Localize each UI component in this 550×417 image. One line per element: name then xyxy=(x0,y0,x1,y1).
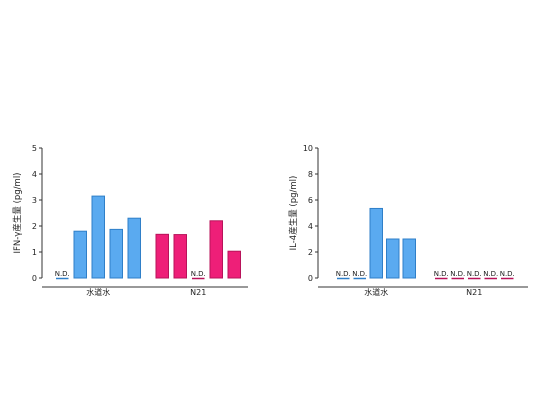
y-tick-label: 4 xyxy=(308,222,313,231)
nd-label: N.D. xyxy=(55,270,70,278)
category-label: 水道水 xyxy=(86,287,110,297)
bar xyxy=(155,233,169,279)
bar xyxy=(173,234,187,279)
y-tick-label: 8 xyxy=(308,170,313,179)
y-tick-label: 2 xyxy=(308,248,313,257)
nd-label: N.D. xyxy=(434,270,449,278)
y-tick-label: 6 xyxy=(308,196,313,205)
y-tick-label: 5 xyxy=(32,144,37,153)
bar xyxy=(369,207,383,279)
category-label: N21 xyxy=(190,288,206,297)
nd-label: N.D. xyxy=(450,270,465,278)
nd-label: N.D. xyxy=(352,270,367,278)
nd-label: N.D. xyxy=(336,270,351,278)
y-axis-label: IFN-γ産生量 (pg/ml) xyxy=(12,173,23,254)
bar xyxy=(109,228,123,279)
bar xyxy=(209,220,223,279)
category-label: N21 xyxy=(466,288,482,297)
bar xyxy=(91,195,105,279)
y-axis-label: IL-4産生量 (pg/ml) xyxy=(288,176,299,251)
y-tick-label: 1 xyxy=(32,248,37,257)
nd-label: N.D. xyxy=(483,270,498,278)
y-tick-label: 0 xyxy=(308,274,313,283)
bar xyxy=(402,238,416,279)
bar xyxy=(73,230,87,279)
y-tick-label: 0 xyxy=(32,274,37,283)
y-tick-label: 10 xyxy=(303,144,313,153)
nd-label: N.D. xyxy=(467,270,482,278)
y-tick-label: 2 xyxy=(32,222,37,231)
bar xyxy=(227,250,241,279)
nd-label: N.D. xyxy=(191,270,206,278)
y-tick-label: 3 xyxy=(32,196,37,205)
category-label: 水道水 xyxy=(364,287,388,297)
y-tick-label: 4 xyxy=(32,170,37,179)
bar xyxy=(386,238,400,279)
nd-label: N.D. xyxy=(500,270,515,278)
bar xyxy=(127,217,141,279)
